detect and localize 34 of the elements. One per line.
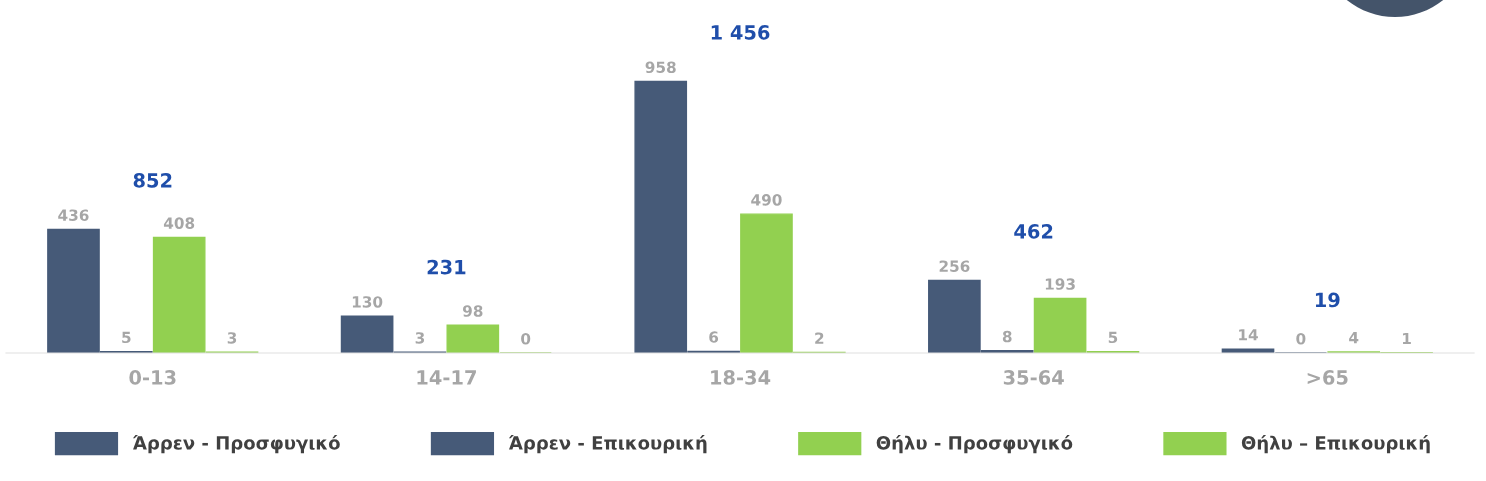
legend-label: Άρρεν - Επικουρική [508, 435, 707, 454]
legend-label: Θήλυ – Επικουρική [1241, 435, 1430, 454]
total-label: 1 456 [711, 25, 770, 40]
legend-label: Άρρεν - Προσφυγικό [132, 435, 340, 454]
x-tick-label: 18-34 [711, 370, 771, 385]
legend-label: Θήλυ - Προσφυγικό [876, 435, 1073, 454]
data-label: 130 [352, 296, 383, 308]
data-label: 0 [521, 332, 531, 345]
data-label: 14 [1239, 329, 1258, 341]
data-label: 408 [163, 217, 195, 229]
total-label: 462 [1014, 224, 1053, 239]
total-label: 19 [1315, 292, 1340, 308]
data-label: 193 [1045, 278, 1075, 290]
data-label: 490 [751, 194, 782, 206]
data-label: 256 [939, 260, 970, 272]
data-label: 98 [462, 305, 483, 317]
x-tick-label: 35-64 [1003, 370, 1064, 385]
data-label: 958 [645, 61, 676, 74]
data-label: 4 [1349, 332, 1359, 344]
data-label: 2 [815, 332, 824, 344]
data-label: 0 [1296, 332, 1306, 345]
data-label: 436 [58, 209, 89, 221]
x-tick-label: >65 [1307, 370, 1348, 385]
total-label: 231 [427, 259, 466, 275]
x-tick-label: 14-17 [417, 370, 476, 385]
data-label: 8 [1002, 330, 1012, 343]
data-label: 3 [415, 332, 425, 344]
total-label: 852 [133, 172, 172, 188]
data-label: 3 [227, 332, 237, 344]
data-label: 6 [709, 331, 719, 343]
data-label: 5 [1108, 331, 1118, 344]
x-tick-label: 0-13 [129, 370, 176, 385]
data-label: 5 [122, 331, 131, 344]
data-label: 1 [1402, 332, 1411, 345]
